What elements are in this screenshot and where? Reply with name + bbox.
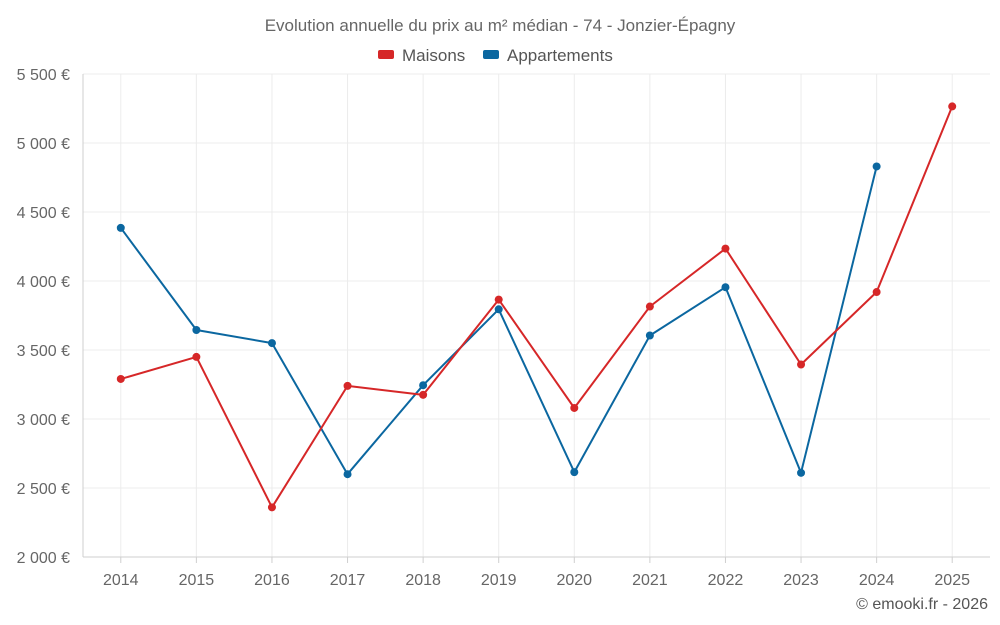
data-point-maisons-2023[interactable] <box>797 360 806 369</box>
y-tick-label: 3 500 € <box>17 343 70 360</box>
x-tick-label: 2019 <box>481 572 517 589</box>
data-point-maisons-2018[interactable] <box>419 390 428 399</box>
data-point-maisons-2022[interactable] <box>721 244 730 253</box>
x-tick-label: 2024 <box>859 572 895 589</box>
data-point-appartements-2023[interactable] <box>797 468 806 477</box>
data-point-appartements-2020[interactable] <box>570 468 579 477</box>
legend-swatch-maisons <box>378 50 394 59</box>
data-point-maisons-2019[interactable] <box>494 295 503 304</box>
x-tick-label: 2018 <box>405 572 441 589</box>
data-point-appartements-2021[interactable] <box>645 331 654 340</box>
series-points <box>116 102 957 512</box>
legend: Maisons Appartements <box>378 46 613 65</box>
data-point-maisons-2021[interactable] <box>645 302 654 311</box>
x-tick-label: 2025 <box>934 572 970 589</box>
legend-label-maisons: Maisons <box>402 46 465 65</box>
data-point-appartements-2019[interactable] <box>494 305 503 314</box>
data-point-maisons-2016[interactable] <box>267 503 276 512</box>
x-tick-label: 2023 <box>783 572 819 589</box>
data-point-appartements-2017[interactable] <box>343 470 352 479</box>
y-tick-label: 4 000 € <box>17 274 70 291</box>
x-tick-label: 2022 <box>708 572 744 589</box>
chart-title: Evolution annuelle du prix au m² médian … <box>265 16 736 35</box>
axes: 2 000 € 2 500 € 3 000 € 3 500 € 4 000 € 4 500… <box>17 67 990 589</box>
credit-text: © emooki.fr - 2026 <box>856 596 988 613</box>
x-tick-label: 2016 <box>254 572 290 589</box>
data-point-maisons-2015[interactable] <box>192 352 201 361</box>
legend-label-appartements: Appartements <box>507 46 613 65</box>
x-tick-label: 2014 <box>103 572 139 589</box>
x-tick-label: 2017 <box>330 572 366 589</box>
x-tick-label: 2015 <box>179 572 215 589</box>
legend-item-appartements[interactable]: Appartements <box>483 46 613 65</box>
grid <box>83 73 990 557</box>
legend-item-maisons[interactable]: Maisons <box>378 46 465 65</box>
data-point-maisons-2024[interactable] <box>872 288 881 297</box>
data-point-appartements-2022[interactable] <box>721 283 730 292</box>
y-tick-label: 4 500 € <box>17 205 70 222</box>
data-point-maisons-2020[interactable] <box>570 403 579 412</box>
series-lines <box>119 106 954 509</box>
data-point-appartements-2024[interactable] <box>872 162 881 171</box>
x-tick-label: 2021 <box>632 572 668 589</box>
x-tick-label: 2020 <box>556 572 592 589</box>
y-tick-label: 2 500 € <box>17 481 70 498</box>
data-point-maisons-2017[interactable] <box>343 381 352 390</box>
data-point-maisons-2014[interactable] <box>116 374 125 383</box>
data-point-appartements-2014[interactable] <box>116 223 125 232</box>
data-point-maisons-2025[interactable] <box>948 102 957 111</box>
data-point-appartements-2015[interactable] <box>192 325 201 334</box>
y-tick-label: 2 000 € <box>17 550 70 567</box>
data-point-appartements-2016[interactable] <box>267 339 276 348</box>
y-tick-label: 5 500 € <box>17 67 70 84</box>
data-point-appartements-2018[interactable] <box>419 381 428 390</box>
series-line-maisons <box>120 106 954 509</box>
legend-swatch-appartements <box>483 50 499 59</box>
y-tick-label: 5 000 € <box>17 136 70 153</box>
y-tick-label: 3 000 € <box>17 412 70 429</box>
